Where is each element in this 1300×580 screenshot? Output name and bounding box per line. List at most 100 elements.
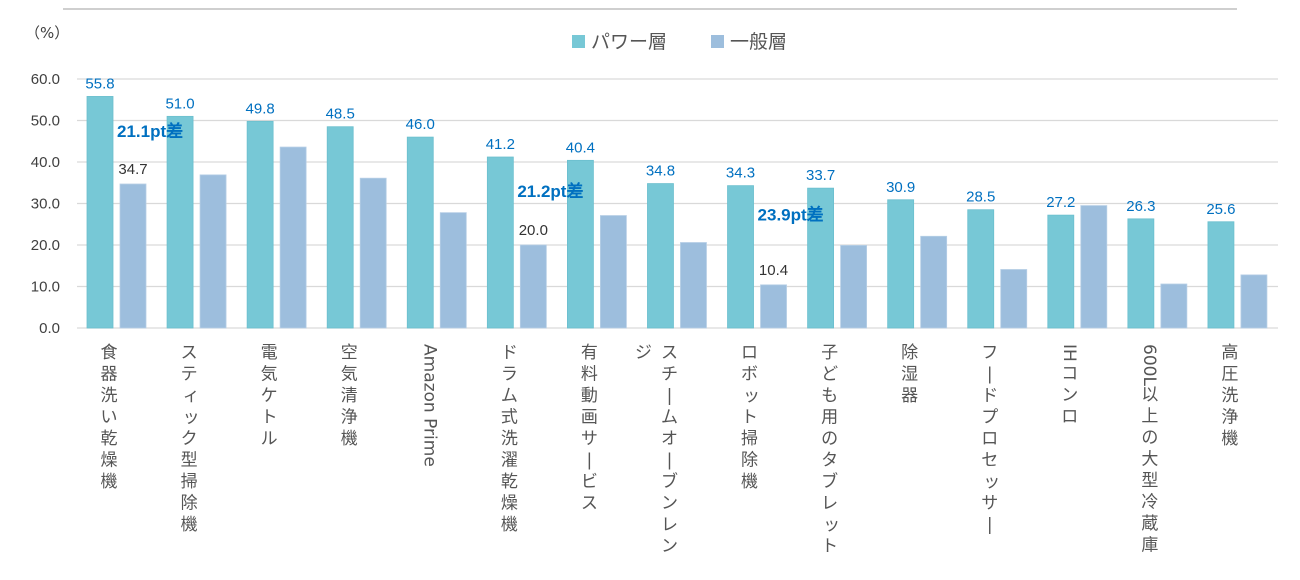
- bar-general: [1000, 269, 1028, 329]
- x-label-char: フ: [981, 343, 998, 363]
- bar-general: [199, 174, 227, 329]
- y-tick-label: 0.0: [39, 320, 60, 337]
- x-label-char: ン: [661, 494, 678, 514]
- bar-general: [840, 245, 867, 329]
- x-label-char: 機: [741, 472, 758, 492]
- x-label-char: 器: [901, 386, 918, 406]
- x-label-char: 食: [101, 343, 118, 363]
- x-label-char: ロ: [741, 343, 758, 363]
- data-label-power: 33.7: [806, 167, 835, 184]
- data-label-power: 34.3: [726, 165, 755, 182]
- data-label-power: 41.2: [486, 136, 515, 153]
- x-label-char: 子: [821, 343, 838, 363]
- annotations: 21.1pt差 21.2pt差 23.9pt差: [117, 121, 824, 225]
- x-label-char: 浄: [1221, 408, 1238, 428]
- x-label-char: 機: [181, 515, 198, 535]
- x-label-char: 機: [501, 515, 518, 535]
- x-label-char: 型: [181, 451, 198, 471]
- x-label-char: ブ: [821, 471, 838, 492]
- y-unit-label: （%）: [25, 24, 69, 42]
- y-tick-label: 50.0: [31, 113, 60, 130]
- x-label-char: ィ: [183, 386, 200, 406]
- x-label-char: 大: [1141, 450, 1158, 470]
- data-label-power: 26.3: [1126, 198, 1155, 215]
- bar-general: [359, 177, 387, 329]
- x-label-char: ス: [581, 494, 598, 514]
- x-label-char: ボ: [741, 365, 758, 385]
- bar-general: [920, 235, 948, 329]
- x-label-char: 圧: [1221, 365, 1238, 385]
- x-axis-label: Amazon Prime: [419, 344, 439, 467]
- x-label-char: 清: [341, 386, 358, 406]
- x-label-char: 燥: [101, 451, 118, 471]
- x-label-char: 機: [1221, 429, 1238, 449]
- data-label-power: 55.8: [85, 75, 114, 92]
- x-label-char: ン: [1061, 386, 1078, 406]
- x-axis-label: IH コンロ: [1059, 344, 1079, 427]
- x-label-char: ブ: [661, 471, 678, 492]
- x-label-char: チ: [661, 365, 678, 385]
- x-label-char: も: [821, 386, 838, 406]
- bar-power: [807, 187, 834, 329]
- bar-general: [760, 284, 787, 329]
- data-labels: 55.8 34.7 51.0 49.8 48.5 46.0 41.2 20.0 40.4 34.8…: [85, 75, 1235, 278]
- data-label-power: 34.8: [646, 163, 675, 180]
- x-label-char: ロ: [981, 429, 998, 449]
- x-label-char: 洗: [501, 429, 518, 449]
- x-label-char: ム: [661, 408, 678, 428]
- x-label-char: |: [667, 386, 673, 406]
- bar-power: [246, 120, 274, 329]
- x-label-char: ジ: [635, 343, 652, 363]
- legend: パワー層 一般層: [572, 31, 787, 53]
- difference-annotation: 21.1pt差: [117, 121, 183, 141]
- x-label-char: ス: [181, 343, 198, 363]
- bar-power: [567, 159, 594, 329]
- bar-general: [1160, 283, 1188, 329]
- x-axis-label: 除湿器: [901, 343, 918, 406]
- x-label-char: コ: [1061, 364, 1078, 384]
- x-label-char: ト: [261, 408, 278, 428]
- legend-swatch-power: [572, 35, 585, 48]
- bar-general: [439, 212, 467, 329]
- x-label-char: い: [101, 408, 118, 428]
- x-label-char: 洗: [101, 386, 118, 406]
- x-label-char: 湿: [901, 365, 918, 385]
- x-label-char: 気: [261, 365, 278, 385]
- data-label-general: 10.4: [759, 262, 788, 279]
- x-label-char: |: [987, 365, 993, 385]
- x-label-char: 機: [101, 472, 118, 492]
- x-label-char: ッ: [983, 472, 1000, 492]
- y-tick-label: 30.0: [31, 196, 60, 213]
- x-label-char: 上: [1141, 407, 1158, 427]
- bar-general: [1080, 205, 1108, 329]
- y-tick-label: 20.0: [31, 237, 60, 254]
- x-label-char: 乾: [501, 472, 518, 492]
- x-label-char: 掃: [181, 472, 198, 492]
- x-label-text: Amazon Prime: [419, 344, 439, 467]
- x-label-char: 式: [501, 408, 518, 428]
- bar-power: [326, 126, 354, 329]
- y-tick-label: 10.0: [31, 279, 60, 296]
- data-label-power: 30.9: [886, 179, 915, 196]
- x-label-char: 高: [1221, 343, 1238, 363]
- bar-power: [887, 199, 915, 329]
- x-label-char: 器: [101, 365, 118, 385]
- x-label-char: ル: [261, 429, 278, 449]
- x-label-char: |: [667, 451, 673, 471]
- x-label-char: 濯: [501, 451, 518, 471]
- x-label-char: タ: [821, 451, 838, 471]
- bar-general: [680, 242, 707, 329]
- data-label-power: 25.6: [1206, 201, 1235, 218]
- bar-power: [1127, 218, 1155, 329]
- bar-general: [119, 183, 147, 329]
- bar-general: [600, 215, 627, 329]
- bar-power: [86, 96, 114, 329]
- x-label-char: ラ: [501, 365, 518, 385]
